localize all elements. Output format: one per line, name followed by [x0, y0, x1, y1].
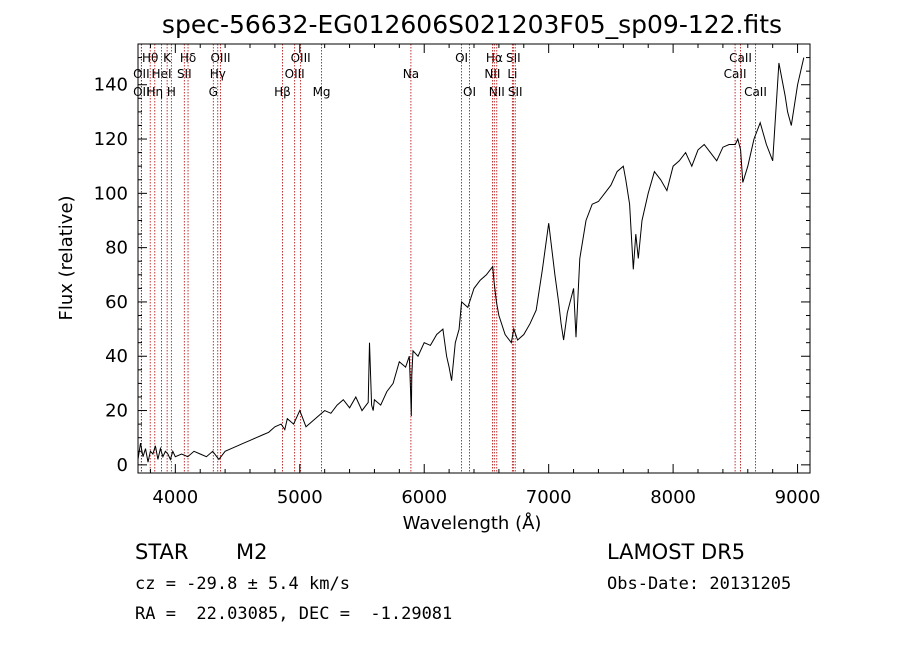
- line-marker-label: CaII: [744, 85, 767, 99]
- line-marker-label: Hδ: [180, 51, 196, 65]
- chart-title: spec-56632-EG012606S021203F05_sp09-122.f…: [162, 10, 782, 39]
- x-tick-label: 7000: [526, 487, 572, 508]
- line-marker-label: OII: [133, 85, 150, 99]
- line-marker-label: OI: [463, 85, 476, 99]
- x-tick-label: 9000: [775, 487, 821, 508]
- line-marker-label: CaII: [724, 67, 747, 81]
- line-marker-label: Li: [507, 67, 517, 81]
- y-tick-label: 100: [94, 183, 128, 204]
- line-marker-label: HeI: [152, 67, 172, 81]
- line-marker-label: SII: [177, 67, 192, 81]
- line-marker-label: OI: [455, 51, 468, 65]
- object-class: STAR: [135, 540, 189, 564]
- y-tick-label: 60: [105, 292, 128, 313]
- line-marker-label: OIII: [291, 51, 311, 65]
- line-marker-label: SII: [508, 85, 523, 99]
- line-marker-label: Hβ: [274, 85, 291, 99]
- line-marker-label: NII: [484, 67, 500, 81]
- line-marker-label: Mg: [313, 85, 331, 99]
- line-marker-label: OIII: [285, 67, 305, 81]
- line-marker-label: NII: [489, 85, 505, 99]
- line-marker-label: Hη: [146, 85, 163, 99]
- observation-date: Obs-Date: 20131205: [607, 574, 792, 594]
- redshift-cz: cz = -29.8 ± 5.4 km/s: [135, 574, 350, 594]
- x-tick-label: 6000: [401, 487, 447, 508]
- spectrum-series-line: [137, 57, 805, 463]
- y-tick-label: 20: [105, 401, 128, 422]
- coordinates: RA = 22.03085, DEC = -1.29081: [135, 604, 453, 624]
- y-tick-label: 0: [117, 455, 128, 476]
- line-marker-label: Na: [403, 67, 419, 81]
- line-marker-label: Hα: [486, 51, 503, 65]
- line-marker-label: Hθ: [142, 51, 158, 65]
- x-axis-label: Wavelength (Å): [403, 512, 542, 534]
- y-tick-label: 40: [105, 346, 128, 367]
- y-tick-label: 120: [94, 129, 128, 150]
- y-axis: 0 20 40 60 80 100 120 140: [94, 57, 810, 476]
- x-tick-label: 4000: [152, 487, 198, 508]
- line-marker-label: K: [163, 51, 172, 65]
- y-axis-label: Flux (relative): [56, 195, 77, 320]
- line-marker-label: SII: [506, 51, 521, 65]
- plot-frame: [137, 43, 811, 474]
- line-marker-label: OIII: [210, 51, 230, 65]
- line-marker-label: G: [209, 85, 218, 99]
- survey-name: LAMOST DR5: [607, 540, 746, 564]
- line-marker-label: CaII: [729, 51, 752, 65]
- line-marker-label: Hγ: [210, 67, 226, 81]
- x-tick-label: 5000: [277, 487, 323, 508]
- x-axis: 4000 5000 6000 7000 8000 9000: [149, 44, 821, 508]
- x-tick-label: 8000: [650, 487, 696, 508]
- y-tick-label: 80: [105, 238, 128, 259]
- y-tick-label: 140: [94, 75, 128, 96]
- object-subclass: M2: [236, 540, 268, 564]
- line-marker-label: H: [167, 85, 176, 99]
